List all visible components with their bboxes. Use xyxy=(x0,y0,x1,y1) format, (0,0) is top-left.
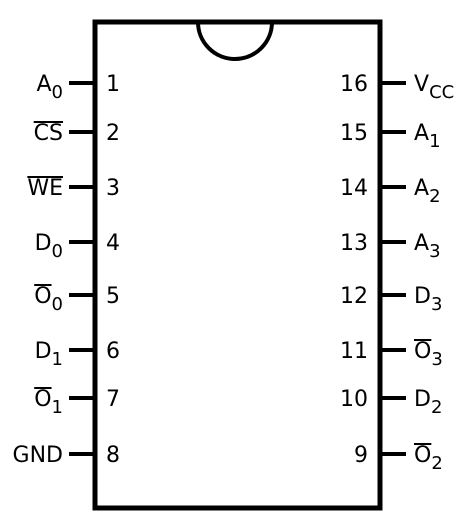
pin1-notch xyxy=(196,21,274,61)
pin-number-8: 8 xyxy=(106,443,120,468)
pin-label-subscript: 1 xyxy=(52,397,63,418)
pin-label-main: D xyxy=(414,284,431,309)
pin-label-1: A0 xyxy=(36,72,63,103)
pin-label-9: O2 xyxy=(414,443,443,474)
pin-label-15: A1 xyxy=(414,121,441,152)
pin-label-main: GND xyxy=(13,443,63,468)
pin-number-7: 7 xyxy=(106,387,120,412)
pin-label-main: D xyxy=(35,339,52,364)
pin-number-1: 1 xyxy=(106,72,120,97)
pin-label-main: O xyxy=(34,387,51,412)
pin-number-15: 15 xyxy=(340,121,368,146)
pin-label-main: O xyxy=(414,339,431,364)
pin-label-main: D xyxy=(414,387,431,412)
pin-number-5: 5 xyxy=(106,284,120,309)
pin-label-subscript: CC xyxy=(429,82,454,103)
pin-label-4: D0 xyxy=(35,231,63,262)
pin-number-12: 12 xyxy=(340,284,368,309)
pin-label-main: A xyxy=(414,231,429,256)
pin-number-9: 9 xyxy=(354,443,368,468)
pin-label-10: D2 xyxy=(414,387,442,418)
pin-label-6: D1 xyxy=(35,339,63,370)
pin-label-subscript: 0 xyxy=(52,294,63,315)
pin-number-14: 14 xyxy=(340,176,368,201)
pin-label-subscript: 3 xyxy=(431,294,442,315)
pin-label-16: VCC xyxy=(414,72,454,103)
pin-number-6: 6 xyxy=(106,339,120,364)
pin-label-main: O xyxy=(414,443,431,468)
pin-label-subscript: 2 xyxy=(431,453,442,474)
pin-number-13: 13 xyxy=(340,231,368,256)
pin-label-subscript: 0 xyxy=(52,82,63,103)
pin-label-main: CS xyxy=(34,121,63,146)
pin-label-3: WE xyxy=(27,176,63,201)
chip-body xyxy=(92,19,383,511)
pin-label-14: A2 xyxy=(414,176,441,207)
pin-label-11: O3 xyxy=(414,339,443,370)
pin-label-subscript: 2 xyxy=(431,397,442,418)
pin-label-7: O1 xyxy=(34,387,63,418)
pin-label-12: D3 xyxy=(414,284,442,315)
pin-label-5: O0 xyxy=(34,284,63,315)
pin-label-subscript: 0 xyxy=(52,241,63,262)
pin-number-2: 2 xyxy=(106,121,120,146)
pin-label-main: A xyxy=(414,176,429,201)
pin-label-main: A xyxy=(36,72,51,97)
pin-label-2: CS xyxy=(34,121,63,146)
pin-label-subscript: 2 xyxy=(429,186,440,207)
pin-number-3: 3 xyxy=(106,176,120,201)
pin-label-main: A xyxy=(414,121,429,146)
pin-label-8: GND xyxy=(13,443,63,468)
pin-label-13: A3 xyxy=(414,231,441,262)
pin-label-main: WE xyxy=(27,176,63,201)
pin-label-subscript: 3 xyxy=(431,349,442,370)
pin-label-main: O xyxy=(34,284,51,309)
pin-number-16: 16 xyxy=(340,72,368,97)
pin-label-subscript: 3 xyxy=(429,241,440,262)
pin-number-11: 11 xyxy=(340,339,368,364)
pin-label-subscript: 1 xyxy=(52,349,63,370)
pin-label-subscript: 1 xyxy=(429,131,440,152)
pin-number-4: 4 xyxy=(106,231,120,256)
pin-label-main: V xyxy=(414,72,429,97)
pin-label-main: D xyxy=(35,231,52,256)
pin-number-10: 10 xyxy=(340,387,368,412)
